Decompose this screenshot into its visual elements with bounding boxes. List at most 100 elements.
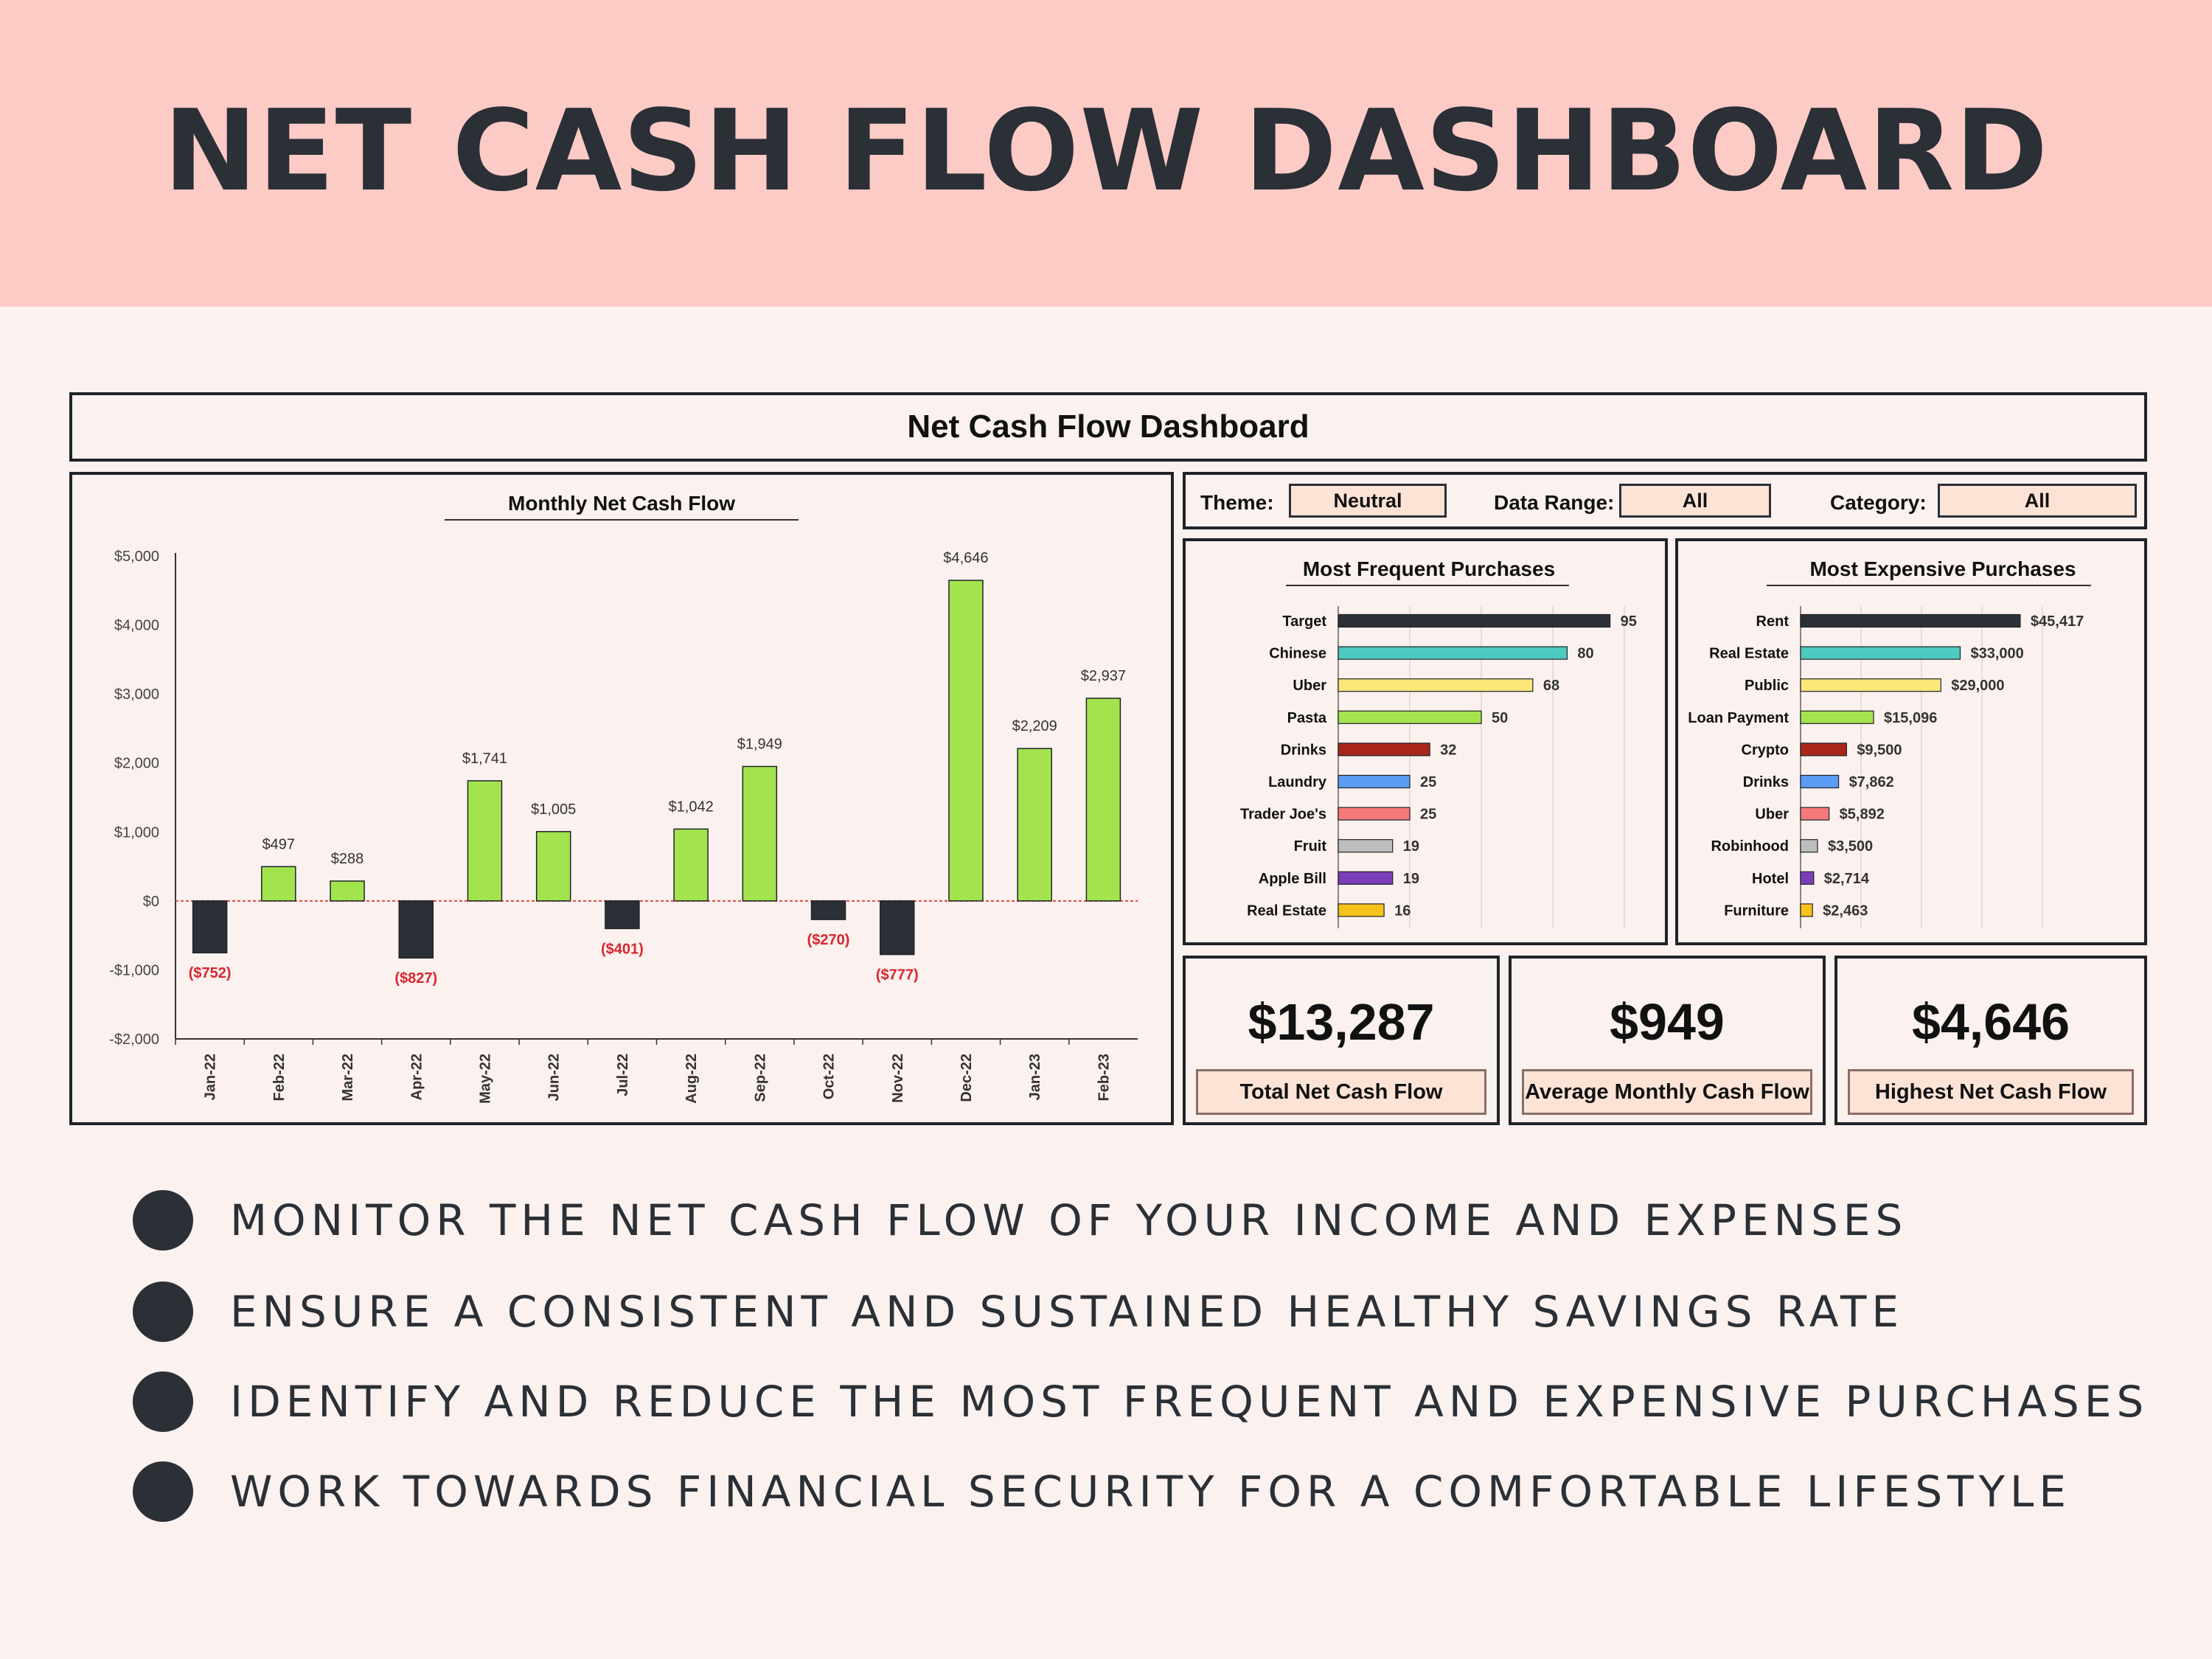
data-label: 50	[1492, 710, 1508, 726]
bar	[1085, 698, 1121, 902]
category-label: Uber	[1755, 807, 1789, 823]
data-label: 16	[1394, 902, 1411, 919]
category-label: Chinese	[1269, 646, 1326, 662]
y-tick-label: $4,000	[114, 618, 159, 634]
bar	[1338, 646, 1568, 660]
bar	[467, 780, 503, 902]
monthly-chart-panel: Monthly Net Cash Flow -$2,000 -$1,000 $0 $1,…	[69, 472, 1174, 1125]
bar	[535, 831, 571, 902]
x-tick-label: Oct-22	[821, 1054, 838, 1099]
bar	[1800, 774, 1840, 789]
data-label: $45,417	[2031, 613, 2084, 630]
monthly-net-cash-flow-chart: Monthly Net Cash Flow -$2,000 -$1,000 $0 $1,…	[109, 492, 1138, 1104]
bar	[330, 880, 365, 902]
x-tick-label: Jun-22	[546, 1054, 563, 1101]
data-label: ($827)	[394, 970, 437, 987]
category-label: Real Estate	[1247, 902, 1326, 919]
x-tick-label: Jul-22	[615, 1054, 631, 1096]
chart-title: Monthly Net Cash Flow	[508, 492, 735, 515]
category-label: Real Estate	[1709, 646, 1789, 662]
banner-title: NET CASH FLOW DASHBOARD	[163, 85, 2049, 216]
category-label: Drinks	[1743, 774, 1789, 790]
y-tick-label: $2,000	[114, 756, 159, 772]
feature-text: ENSURE A CONSISTENT AND SUSTAINED HEALTH…	[230, 1287, 1905, 1337]
feature-item: ENSURE A CONSISTENT AND SUSTAINED HEALTH…	[133, 1279, 2197, 1345]
feature-item: IDENTIFY AND REDUCE THE MOST FREQUENT AN…	[133, 1368, 2197, 1435]
feature-text: WORK TOWARDS FINANCIAL SECURITY FOR A CO…	[230, 1467, 2071, 1517]
filter-bar: Theme: Neutral Data Range: All Category:…	[1183, 472, 2147, 529]
y-tick-label: $0	[143, 894, 159, 910]
banner: NET CASH FLOW DASHBOARD	[0, 0, 2212, 307]
x-tick-label: Jan-22	[203, 1054, 219, 1100]
y-tick-label: $1,000	[114, 824, 159, 841]
bar	[1338, 710, 1482, 724]
bar	[948, 580, 984, 902]
data-label: $1,005	[531, 801, 576, 818]
bar	[1800, 839, 1818, 853]
bar	[742, 765, 778, 902]
data-label: $2,937	[1081, 668, 1126, 684]
most-expensive-purchases-chart: Most Expensive Purchases Rent $45,417 Real …	[1688, 557, 2091, 928]
data-label: 25	[1420, 807, 1436, 823]
bar	[1800, 678, 1941, 692]
bar	[1338, 839, 1394, 853]
category-label: Robinhood	[1711, 838, 1789, 855]
data-label: ($401)	[601, 941, 644, 957]
category-label: Crypto	[1742, 742, 1789, 758]
x-tick-label: Apr-22	[408, 1054, 425, 1100]
category-label: Drinks	[1281, 742, 1326, 758]
data-label: $2,209	[1012, 718, 1057, 734]
bar	[880, 900, 915, 956]
x-tick-label: Dec-22	[959, 1054, 975, 1102]
data-label: $5,892	[1840, 807, 1885, 823]
theme-label: Theme:	[1200, 491, 1274, 514]
bullet-dot-icon	[133, 1371, 193, 1432]
feature-item: MONITOR THE NET CASH FLOW OF YOUR INCOME…	[133, 1187, 2197, 1253]
y-tick-label: -$2,000	[109, 1032, 159, 1048]
bar	[1338, 678, 1534, 692]
category-label: Uber	[1293, 678, 1326, 694]
bar	[1338, 613, 1611, 628]
data-label: $1,042	[669, 799, 714, 815]
bar	[673, 828, 709, 902]
feature-item: WORK TOWARDS FINANCIAL SECURITY FOR A CO…	[133, 1458, 2197, 1525]
category-label: Pasta	[1287, 710, 1327, 726]
theme-select[interactable]: Neutral	[1289, 484, 1447, 518]
category-label: Apple Bill	[1259, 871, 1326, 887]
data-label: $3,500	[1828, 838, 1873, 855]
bar	[1800, 807, 1830, 821]
data-range-select[interactable]: All	[1619, 484, 1771, 518]
bar	[1800, 742, 1847, 757]
x-tick-label: Jan-23	[1027, 1054, 1043, 1100]
category-label: Fruit	[1294, 838, 1327, 855]
feature-text: MONITOR THE NET CASH FLOW OF YOUR INCOME…	[230, 1195, 1908, 1245]
chart-title: Most Frequent Purchases	[1303, 557, 1555, 580]
data-range-label: Data Range:	[1494, 491, 1615, 514]
kpi-value: $4,646	[1911, 993, 2070, 1051]
data-label: $7,862	[1849, 774, 1894, 790]
kpi-average-monthly-cash-flow: $949 Average Monthly Cash Flow	[1509, 956, 1826, 1125]
kpi-value: $949	[1610, 993, 1725, 1051]
data-label: $497	[262, 836, 296, 852]
data-label: ($777)	[876, 967, 919, 984]
data-label: ($752)	[189, 965, 232, 981]
kpi-highest-net-cash-flow: $4,646 Highest Net Cash Flow	[1834, 956, 2147, 1125]
category-label: Rent	[1756, 613, 1790, 630]
data-label: $288	[331, 851, 364, 867]
bullet-dot-icon	[133, 1281, 193, 1342]
bar	[398, 900, 434, 959]
data-label: ($270)	[807, 932, 850, 948]
kpi-label: Highest Net Cash Flow	[1848, 1069, 2134, 1115]
data-label: $33,000	[1970, 646, 2023, 662]
most-frequent-purchases-chart: Most Frequent Purchases Target 95 Chinese 80…	[1240, 557, 1637, 928]
bar	[1800, 903, 1813, 917]
category-label: Hotel	[1752, 871, 1789, 887]
category-select[interactable]: All	[1938, 484, 2137, 518]
feature-text: IDENTIFY AND REDUCE THE MOST FREQUENT AN…	[230, 1377, 2149, 1427]
bar	[1800, 613, 2021, 628]
kpi-label: Average Monthly Cash Flow	[1522, 1069, 1812, 1115]
category-label: Target	[1282, 613, 1326, 630]
category-label: Category:	[1830, 491, 1927, 514]
data-label: 95	[1621, 613, 1637, 630]
bullet-dot-icon	[133, 1190, 193, 1251]
